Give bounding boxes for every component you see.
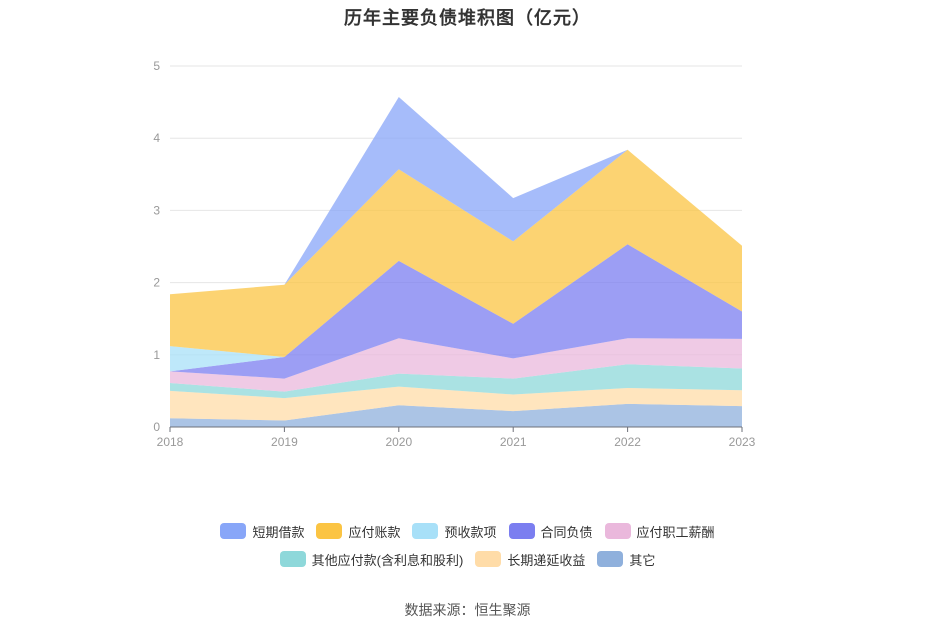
legend-label: 长期递延收益 [507,552,586,568]
legend-swatch [412,523,439,539]
legend-label: 短期借款 [252,524,305,540]
legend-item[interactable]: 应付职工薪酬 [604,522,715,541]
y-tick-label: 3 [153,203,160,217]
chart-title: 历年主要负债堆积图（亿元） [344,8,591,28]
legend-item[interactable]: 长期递延收益 [475,550,585,569]
area-series-合同负债[interactable] [170,244,742,379]
legend-label: 其他应付款(含利息和股利) [311,552,464,568]
axes: 0 1 2 3 4 5 2018 2019 2020 2021 2022 2023 [153,59,755,449]
area-series-其它[interactable] [170,403,742,427]
legend-label: 其它 [629,552,656,568]
legend-item[interactable]: 其它 [597,550,655,569]
legend-swatch [508,523,535,539]
area-series [170,97,742,427]
stacked-area-chart: 0 1 2 3 4 5 2018 2019 2020 2021 2022 2023 [153,59,755,449]
area-series-应付职工薪酬[interactable] [170,338,742,392]
area-series-短期借款[interactable] [170,97,742,295]
legend-swatch [316,523,343,539]
legend-item[interactable]: 应付账款 [316,522,400,541]
area-series-长期递延收益[interactable] [170,386,742,421]
legend-item[interactable]: 短期借款 [220,522,304,541]
legend-row: 短期借款 应付账款 预收款项 合同负债 应付职工薪酬 [0,517,935,545]
area-series-应付账款[interactable] [170,149,742,357]
y-tick-label: 5 [153,59,160,73]
area-series-预收款项[interactable] [170,244,742,372]
legend-swatch [279,551,306,567]
x-tick-label: 2022 [614,435,641,449]
legend-swatch [475,551,502,567]
legend-row: 其他应付款(含利息和股利) 长期递延收益 其它 [0,545,935,573]
x-tick-label: 2019 [271,435,298,449]
legend-item[interactable]: 合同负债 [508,522,593,541]
legend-item[interactable]: 预收款项 [412,522,497,541]
data-source: 数据来源：恒生聚源 [404,602,531,618]
x-tick-label: 2021 [500,435,527,449]
legend-label: 应付账款 [348,524,401,540]
area-series-其他应付款(含利息和股利)[interactable] [170,364,742,399]
legend-swatch [220,523,247,539]
y-tick-label: 4 [153,131,160,145]
legend-label: 合同负债 [540,524,593,540]
x-tick-label: 2018 [157,435,184,449]
y-tick-label: 2 [153,276,160,290]
legend-item[interactable]: 其他应付款(含利息和股利) [279,550,464,569]
y-tick-label: 1 [153,348,160,362]
x-tick-label: 2020 [385,435,412,449]
y-tick-label: 0 [153,420,160,434]
legend-label: 应付职工薪酬 [636,524,715,540]
legend: 短期借款 应付账款 预收款项 合同负债 应付职工薪酬 其他应付款(含利息和股利) 长期递延… [0,517,935,573]
legend-label: 预收款项 [444,524,497,540]
legend-swatch [597,551,624,567]
legend-swatch [604,523,631,539]
x-tick-label: 2023 [729,435,756,449]
